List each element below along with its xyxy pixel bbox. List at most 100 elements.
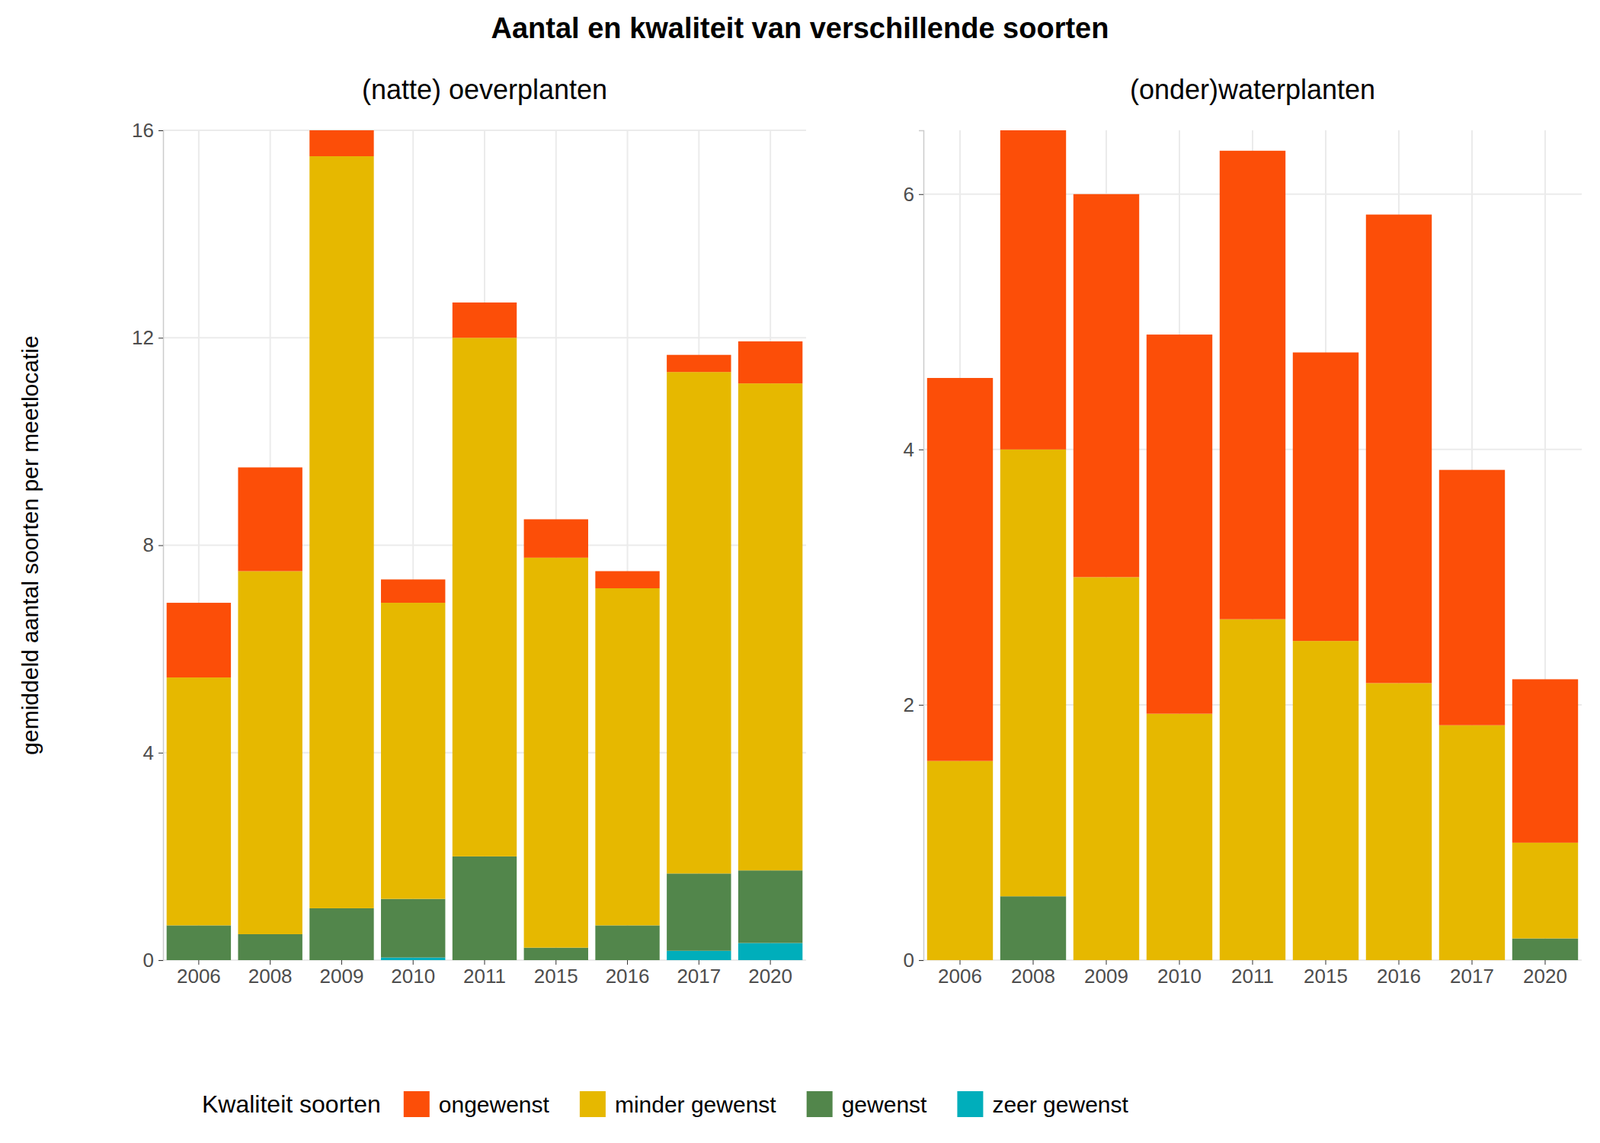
tick-mark xyxy=(1472,960,1473,965)
bar-segment xyxy=(452,856,517,960)
bar-segment xyxy=(666,873,731,951)
tick: 2020 xyxy=(748,960,793,988)
tick: 2 xyxy=(903,693,924,717)
tick: 12 xyxy=(131,326,164,349)
tick-label: 2006 xyxy=(176,964,221,988)
tick-mark xyxy=(341,960,343,965)
bar-segment xyxy=(1219,619,1286,960)
tick-mark xyxy=(1398,960,1400,965)
tick: 2010 xyxy=(1157,960,1202,988)
panel: (natte) oeverplanten04812162006200820092… xyxy=(131,73,807,988)
tick: 6 xyxy=(903,182,924,206)
bar-segment xyxy=(166,602,231,678)
bar-segment xyxy=(1366,214,1432,684)
tick-label: 2015 xyxy=(534,964,579,988)
bar-segment xyxy=(738,870,803,943)
tick-mark xyxy=(198,960,199,965)
bar-segment xyxy=(1000,896,1066,960)
tick: 4 xyxy=(143,741,164,765)
bar-segment xyxy=(666,950,731,960)
tick-mark xyxy=(918,960,924,961)
tick-mark xyxy=(158,752,164,754)
legend-label: ongewenst xyxy=(438,1091,551,1117)
tick: 2016 xyxy=(1376,960,1421,988)
bar-segment xyxy=(595,924,660,960)
tick-label: 2008 xyxy=(1011,964,1056,988)
bar-segment xyxy=(1146,334,1213,714)
tick-mark xyxy=(412,960,414,965)
axis-line xyxy=(918,131,925,961)
tick-mark xyxy=(269,960,271,965)
tick-label: 2017 xyxy=(676,964,721,988)
tick-mark xyxy=(1252,960,1254,965)
bar-segment xyxy=(1146,713,1213,960)
tick-mark xyxy=(1179,960,1181,965)
tick-mark xyxy=(770,960,772,965)
tick-label: 2015 xyxy=(1303,964,1348,988)
bar-segment xyxy=(380,602,445,900)
tick: 2015 xyxy=(534,960,579,988)
tick: 2016 xyxy=(605,960,650,988)
bar-segment xyxy=(666,371,731,874)
tick-mark xyxy=(918,194,924,196)
tick-label: 8 xyxy=(143,533,154,557)
tick: 8 xyxy=(143,533,164,557)
tick-label: 2016 xyxy=(1376,964,1421,988)
tick-label: 2011 xyxy=(1231,964,1274,988)
tick-label: 2011 xyxy=(463,964,506,988)
tick-label: 2020 xyxy=(748,964,793,988)
bar-segment xyxy=(595,588,660,925)
tick-label: 2009 xyxy=(1084,964,1129,988)
subtitle: (natte) oeverplanten xyxy=(361,73,608,106)
tick-label: 0 xyxy=(903,948,915,972)
bar-segment xyxy=(524,947,589,960)
bar-segment xyxy=(1366,682,1432,960)
bar-segment xyxy=(380,899,445,958)
bar-segment xyxy=(738,943,803,960)
panel: (onder)waterplanten 0 2 4 6 2006 2008 2009 2010 2… xyxy=(903,73,1582,988)
bar-segment xyxy=(927,377,993,762)
bar-segment xyxy=(738,341,803,384)
axis-line xyxy=(158,131,164,961)
bar-segment xyxy=(1219,150,1286,620)
y-axis: 0 2 4 6 xyxy=(903,131,925,972)
tick: 2015 xyxy=(1303,960,1348,988)
legend: Kwaliteit soortenongewenstminder gewenst… xyxy=(201,1090,1130,1118)
tick-label: 6 xyxy=(903,182,915,206)
bar-segment xyxy=(1073,194,1140,578)
tick-label: 4 xyxy=(903,438,915,461)
tick: 0 xyxy=(143,948,164,972)
bar-segment xyxy=(1439,725,1505,960)
bar-segment xyxy=(309,156,374,909)
tick-mark xyxy=(918,449,924,451)
bar-segment xyxy=(1439,470,1505,726)
bar-segment xyxy=(237,467,302,571)
bar-segment xyxy=(380,579,445,603)
y-axis-title: gemiddeld aantal soorten per meetlocatie xyxy=(17,335,43,755)
tick: 2017 xyxy=(1449,960,1495,988)
tick-mark xyxy=(158,545,164,547)
bar-segment xyxy=(452,302,517,338)
legend-title: Kwaliteit soorten xyxy=(201,1090,381,1118)
tick-mark xyxy=(1033,960,1034,965)
bar-segment xyxy=(380,957,445,960)
bar-segment xyxy=(237,934,302,960)
tick-label: 2020 xyxy=(1523,964,1568,988)
tick: 2017 xyxy=(676,960,721,988)
bar-segment xyxy=(166,924,231,960)
tick-mark xyxy=(1106,960,1108,965)
tick: 2006 xyxy=(937,960,983,988)
tick-mark xyxy=(1545,960,1546,965)
tick-mark xyxy=(158,337,164,339)
legend-swatch xyxy=(956,1091,983,1117)
tick-label: 2016 xyxy=(605,964,650,988)
tick-mark xyxy=(484,960,486,965)
tick: 16 xyxy=(131,118,164,142)
tick: 2008 xyxy=(248,960,293,988)
bars xyxy=(927,130,1578,960)
legend-swatch xyxy=(806,1091,833,1117)
subtitle: (onder)waterplanten xyxy=(1129,73,1376,106)
tick: 2020 xyxy=(1523,960,1568,988)
tick: 2009 xyxy=(1084,960,1129,988)
bar-segment xyxy=(452,337,517,857)
